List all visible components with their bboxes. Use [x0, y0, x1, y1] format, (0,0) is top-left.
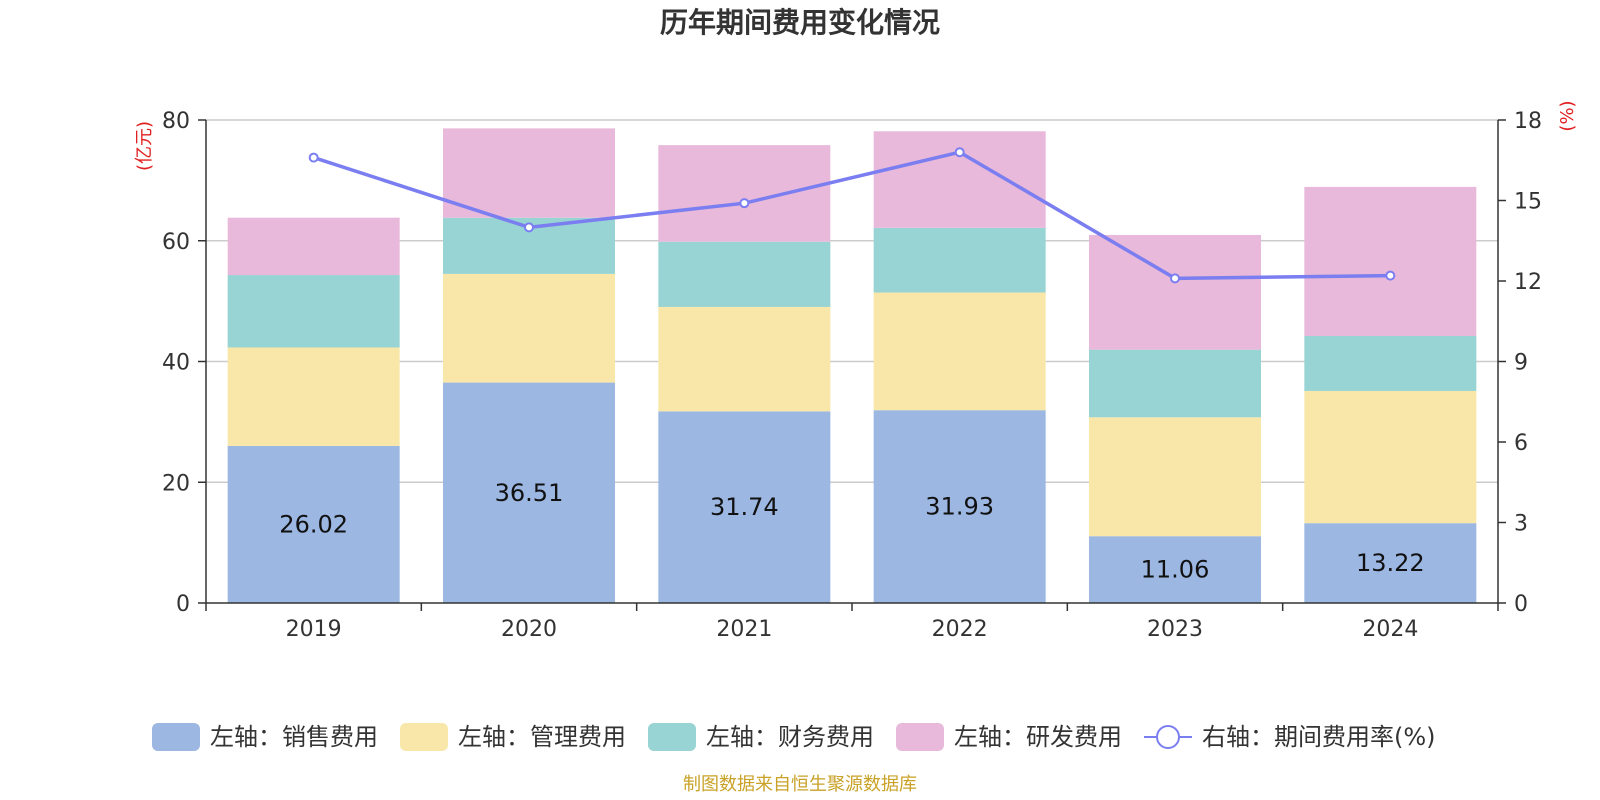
rate-point	[1385, 270, 1396, 281]
x-tick-label: 2024	[1362, 617, 1418, 642]
bar-2024-series-3	[1304, 186, 1477, 337]
legend: 左轴：销售费用 左轴：管理费用 左轴：财务费用 左轴：研发费用 右轴：期间费用率(%)	[152, 723, 1436, 751]
rate-point	[739, 198, 750, 209]
bar-2023-series-0	[1089, 536, 1261, 603]
right-tick-label: 3	[1514, 512, 1528, 537]
right-tick-label: 18	[1514, 109, 1542, 134]
legend-label: 左轴：财务费用	[706, 723, 874, 751]
rate-line-path	[313, 150, 1391, 281]
bar-2021-series-0	[658, 411, 831, 603]
bar-2023-series-2	[1089, 349, 1261, 418]
bar-2024-series-1	[1304, 390, 1477, 524]
bar-2021-series-2	[658, 241, 831, 307]
right-tick-label: 9	[1514, 351, 1528, 376]
bar-2022-series-0	[873, 410, 1046, 603]
bar-2019-series-2	[227, 275, 400, 348]
left-tick-label: 80	[162, 109, 190, 134]
bar-value-label: 36.51	[495, 479, 564, 507]
rate-line	[308, 147, 1396, 284]
left-tick-label: 20	[162, 471, 190, 496]
legend-swatch	[400, 723, 448, 751]
legend-line-marker	[1156, 725, 1180, 749]
left-tick-label: 40	[162, 351, 190, 376]
bar-2023-series-3	[1089, 234, 1261, 350]
legend-label: 右轴：期间费用率(%)	[1202, 723, 1436, 751]
rate-point	[524, 222, 534, 233]
x-tick-label: 2019	[286, 617, 342, 642]
bar-2024-series-2	[1304, 336, 1477, 391]
bar-2022-series-3	[873, 131, 1046, 228]
bar-2020-series-0	[443, 382, 615, 603]
left-axis-unit: (亿元)	[134, 121, 155, 171]
rate-point	[308, 152, 319, 163]
bar-value-label: 26.02	[279, 510, 348, 538]
x-tick-label: 2021	[716, 617, 772, 642]
bar-value-label: 31.93	[925, 493, 994, 521]
right-tick-label: 0	[1514, 592, 1528, 617]
bars	[227, 128, 1477, 603]
left-tick-label: 0	[176, 592, 190, 617]
legend-label: 左轴：研发费用	[954, 723, 1122, 751]
bar-2022-series-1	[873, 292, 1046, 411]
axes: 0 20 40 60 80 0 3 6 9 12 15 18 2019 2020 2021 2022 2023 2…	[162, 109, 1542, 642]
bar-2021-series-1	[658, 306, 831, 412]
bar-value-label: 13.22	[1356, 549, 1425, 577]
source-note: 制图数据来自恒生聚源数据库	[683, 774, 917, 795]
grid-lines	[206, 119, 1498, 483]
rate-point	[1170, 273, 1180, 284]
rate-point	[954, 147, 965, 158]
bar-value-label: 11.06	[1141, 556, 1210, 584]
bar-2019-series-3	[227, 217, 400, 276]
legend-label: 左轴：管理费用	[458, 723, 626, 751]
right-tick-label: 6	[1514, 431, 1528, 456]
bar-2023-series-1	[1089, 417, 1261, 537]
x-tick-label: 2020	[501, 617, 557, 642]
bar-2022-series-2	[873, 227, 1046, 293]
x-tick-label: 2022	[932, 617, 988, 642]
bar-2020-series-3	[443, 128, 615, 218]
bar-2020-series-1	[443, 273, 615, 383]
bar-2021-series-3	[658, 145, 831, 242]
bar-value-label: 31.74	[710, 493, 779, 521]
left-tick-label: 60	[162, 230, 190, 255]
chart-title: 历年期间费用变化情况	[660, 6, 940, 39]
right-tick-label: 12	[1514, 270, 1542, 295]
legend-label: 左轴：销售费用	[210, 723, 378, 751]
legend-swatch	[648, 723, 696, 751]
x-tick-label: 2023	[1147, 617, 1203, 642]
bar-2024-series-0	[1304, 523, 1477, 603]
bar-labels: 26.02 36.51 31.74 31.93 11.06 13.22	[279, 479, 1424, 584]
legend-swatch	[896, 723, 944, 751]
right-axis-unit: (%)	[1557, 100, 1578, 131]
bar-2019-series-1	[227, 347, 400, 446]
bar-2019-series-0	[227, 445, 400, 603]
legend-swatch	[152, 723, 200, 751]
right-tick-label: 15	[1514, 190, 1542, 215]
